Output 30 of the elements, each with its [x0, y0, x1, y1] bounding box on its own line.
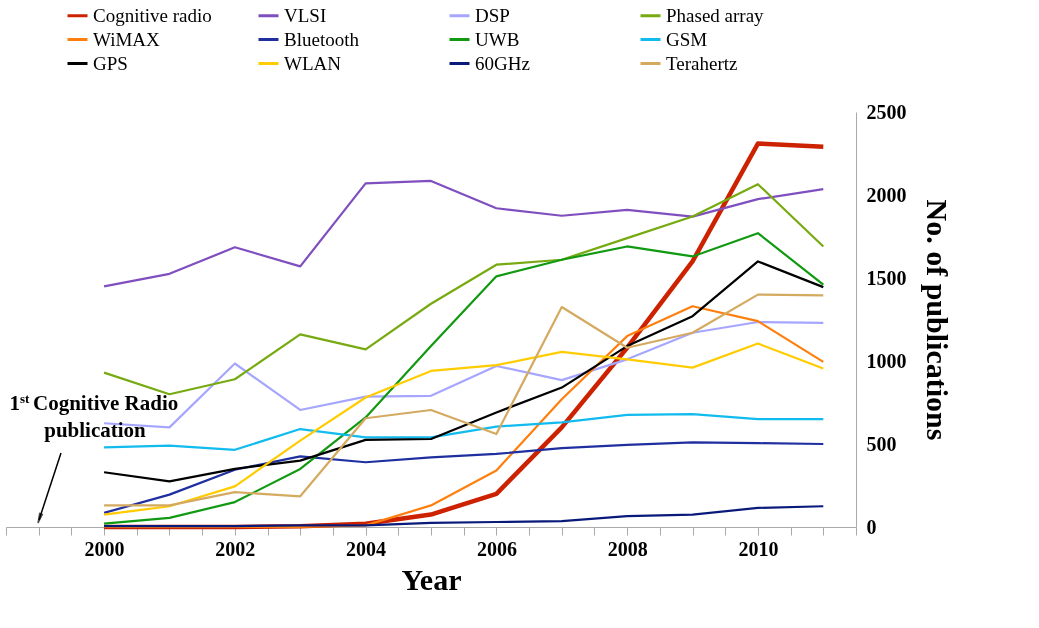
- legend-label: Phased array: [666, 4, 765, 26]
- legend-label: 60GHz: [475, 52, 530, 74]
- legend-label: Bluetooth: [284, 28, 360, 50]
- x-tick-label: 2004: [346, 537, 387, 560]
- y-axis-title: No. of publications: [920, 199, 954, 441]
- y-tick-label: 500: [866, 432, 897, 455]
- legend-label: DSP: [475, 4, 510, 26]
- legend-label: GSM: [666, 28, 708, 50]
- y-tick-label: 1500: [866, 266, 907, 289]
- x-axis-title: Year: [401, 562, 462, 596]
- legend-label: UWB: [475, 28, 520, 50]
- x-tick-label: 2008: [607, 537, 648, 560]
- y-tick-label: 1000: [866, 349, 907, 372]
- legend-label: WiMAX: [93, 28, 161, 50]
- legend-label: GPS: [93, 52, 128, 74]
- x-tick-label: 2002: [215, 537, 256, 560]
- x-tick-label: 2010: [738, 537, 779, 560]
- x-tick-label: 2006: [476, 537, 517, 560]
- legend-label: Terahertz: [666, 52, 738, 74]
- legend-label: Cognitive radio: [93, 4, 212, 26]
- legend-label: WLAN: [284, 52, 342, 74]
- line-series: [102, 505, 825, 528]
- line-series: [102, 179, 825, 288]
- line-series: [102, 183, 825, 396]
- y-tick-label: 2000: [866, 183, 907, 206]
- y-tick-label: 2500: [866, 100, 907, 123]
- x-tick-label: 2000: [84, 537, 125, 560]
- legend-label: VLSI: [284, 4, 327, 26]
- y-tick-label: 0: [866, 515, 877, 538]
- line-series: [102, 441, 825, 514]
